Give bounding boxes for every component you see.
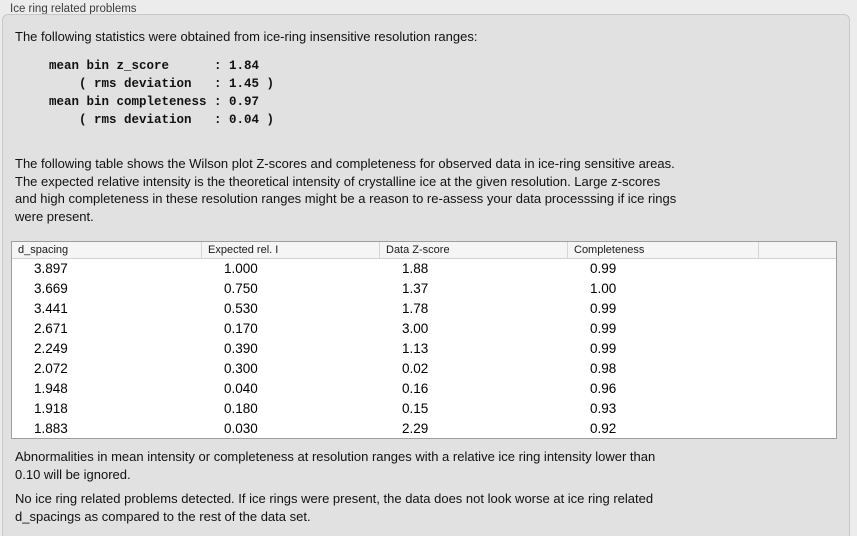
column-header-d-spacing[interactable]: d_spacing bbox=[12, 242, 202, 258]
table-cell: 3.669 bbox=[34, 281, 68, 296]
intro-text: The following statistics were obtained f… bbox=[15, 29, 478, 44]
text-line: were present. bbox=[15, 208, 94, 224]
table-cell: 0.530 bbox=[224, 301, 258, 316]
table-cell: 0.030 bbox=[224, 421, 258, 436]
table-cell: 0.750 bbox=[224, 281, 258, 296]
panel-title: Ice ring related problems bbox=[10, 3, 137, 15]
table-row[interactable]: 3.897 1.000 1.88 0.99 bbox=[12, 259, 836, 279]
text-line: mean bin completeness : 0.97 bbox=[49, 95, 260, 109]
table-cell: 0.96 bbox=[590, 381, 617, 396]
ice-ring-group-box: The following statistics were obtained f… bbox=[2, 14, 850, 536]
table-cell: 0.99 bbox=[590, 301, 617, 316]
table-cell: 0.040 bbox=[224, 381, 258, 396]
table-cell bbox=[759, 299, 836, 319]
table-cell: 3.897 bbox=[34, 261, 68, 276]
table-cell bbox=[759, 419, 836, 438]
table-cell: 2.072 bbox=[34, 361, 68, 376]
table-cell: 1.37 bbox=[402, 281, 429, 296]
table-cell bbox=[759, 259, 836, 279]
table-row[interactable]: 1.948 0.040 0.16 0.96 bbox=[12, 379, 836, 399]
table-cell: 0.170 bbox=[224, 321, 258, 336]
text-line: and high completeness in these resolutio… bbox=[15, 191, 677, 206]
table-cell bbox=[759, 279, 836, 299]
table-cell bbox=[759, 319, 836, 339]
text-line: ( rms deviation : 1.45 ) bbox=[49, 77, 275, 91]
table-header-row: d_spacing Expected rel. I Data Z-score Comp… bbox=[12, 242, 836, 259]
table-cell: 1.948 bbox=[34, 381, 68, 396]
table-cell: 0.300 bbox=[224, 361, 258, 376]
table-cell: 2.29 bbox=[402, 421, 429, 436]
table-cell: 0.98 bbox=[590, 361, 617, 376]
text-line: mean bin z_score : 1.84 bbox=[49, 59, 260, 73]
table-row[interactable]: 1.918 0.180 0.15 0.93 bbox=[12, 399, 836, 419]
stats-block: mean bin z_score : 1.84 ( rms deviation … bbox=[49, 57, 274, 129]
table-description: The following table shows the Wilson plo… bbox=[15, 155, 676, 225]
text-line: Abnormalities in mean intensity or compl… bbox=[15, 449, 656, 464]
table-cell: 0.93 bbox=[590, 401, 617, 416]
table-cell: 1.883 bbox=[34, 421, 68, 436]
table-cell bbox=[759, 359, 836, 379]
table-cell: 3.441 bbox=[34, 301, 68, 316]
ignore-note: Abnormalities in mean intensity or compl… bbox=[15, 448, 655, 483]
table-row[interactable]: 3.441 0.530 1.78 0.99 bbox=[12, 299, 836, 319]
table-cell: 1.78 bbox=[402, 301, 429, 316]
text-line: No ice ring related problems detected. I… bbox=[15, 491, 654, 506]
table-cell: 0.99 bbox=[590, 321, 617, 336]
column-header-empty[interactable] bbox=[759, 242, 836, 258]
text-line: d_spacings as compared to the rest of th… bbox=[15, 508, 311, 524]
text-line: The following table shows the Wilson plo… bbox=[15, 156, 675, 171]
table-row[interactable]: 2.072 0.300 0.02 0.98 bbox=[12, 359, 836, 379]
table-row[interactable]: 1.883 0.030 2.29 0.92 bbox=[12, 419, 836, 438]
table-cell: 0.99 bbox=[590, 341, 617, 356]
table-cell: 0.02 bbox=[402, 361, 429, 376]
table-cell: 3.00 bbox=[402, 321, 429, 336]
table-cell: 2.249 bbox=[34, 341, 68, 356]
table-cell: 2.671 bbox=[34, 321, 68, 336]
table-row[interactable]: 3.669 0.750 1.37 1.00 bbox=[12, 279, 836, 299]
column-header-completeness[interactable]: Completeness bbox=[568, 242, 759, 258]
ice-ring-table: d_spacing Expected rel. I Data Z-score Comp… bbox=[11, 241, 837, 439]
text-line: The expected relative intensity is the t… bbox=[15, 173, 661, 189]
table-cell: 0.390 bbox=[224, 341, 258, 356]
table-body: 3.897 1.000 1.88 0.99 3.669 0.750 1.37 1.00 3.44… bbox=[12, 259, 836, 438]
table-cell bbox=[759, 399, 836, 419]
table-cell: 1.00 bbox=[590, 281, 617, 296]
table-cell bbox=[759, 379, 836, 399]
table-cell bbox=[759, 339, 836, 359]
table-cell: 0.92 bbox=[590, 421, 617, 436]
column-header-expected-rel-i[interactable]: Expected rel. I bbox=[202, 242, 380, 258]
table-cell: 0.99 bbox=[590, 261, 617, 276]
table-cell: 0.15 bbox=[402, 401, 429, 416]
table-cell: 0.180 bbox=[224, 401, 258, 416]
table-cell: 1.13 bbox=[402, 341, 429, 356]
table-cell: 1.88 bbox=[402, 261, 429, 276]
column-header-data-z-score[interactable]: Data Z-score bbox=[380, 242, 568, 258]
table-cell: 0.16 bbox=[402, 381, 429, 396]
table-cell: 1.918 bbox=[34, 401, 68, 416]
table-cell: 1.000 bbox=[224, 261, 258, 276]
text-line: ( rms deviation : 0.04 ) bbox=[49, 113, 275, 127]
table-row[interactable]: 2.671 0.170 3.00 0.99 bbox=[12, 319, 836, 339]
text-line: 0.10 will be ignored. bbox=[15, 466, 131, 482]
table-row[interactable]: 2.249 0.390 1.13 0.99 bbox=[12, 339, 836, 359]
result-note: No ice ring related problems detected. I… bbox=[15, 490, 653, 525]
